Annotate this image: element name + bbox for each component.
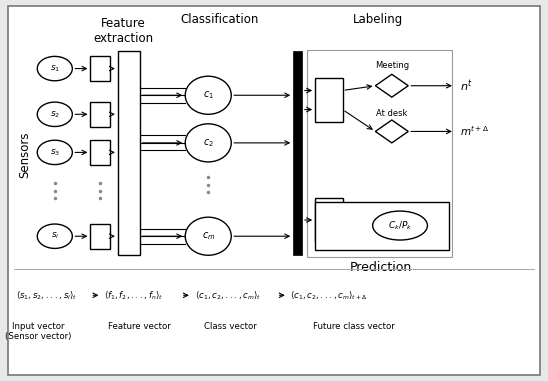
- Text: $c_2$: $c_2$: [203, 137, 214, 149]
- Circle shape: [37, 56, 72, 81]
- Text: $s_1$: $s_1$: [50, 63, 60, 74]
- Bar: [307, 50, 452, 257]
- Polygon shape: [375, 120, 408, 143]
- Circle shape: [37, 102, 72, 126]
- Bar: [293, 51, 302, 255]
- Bar: [90, 140, 110, 165]
- Bar: [90, 102, 110, 126]
- Text: $c_m$: $c_m$: [202, 231, 215, 242]
- Bar: [315, 202, 449, 250]
- Text: $s_l$: $s_l$: [50, 231, 59, 242]
- Bar: [315, 78, 342, 122]
- Bar: [315, 198, 342, 242]
- Text: $m^{t+\Delta}$: $m^{t+\Delta}$: [460, 125, 489, 138]
- Text: $\langle f_1, f_2, ..., f_n\rangle_t$: $\langle f_1, f_2, ..., f_n\rangle_t$: [104, 289, 163, 301]
- Ellipse shape: [185, 217, 231, 255]
- Text: At desk: At desk: [376, 109, 408, 118]
- Text: Feature
extraction: Feature extraction: [93, 17, 153, 45]
- Text: $c_1$: $c_1$: [203, 90, 214, 101]
- Text: Sensors: Sensors: [18, 131, 31, 178]
- Ellipse shape: [185, 124, 231, 162]
- Text: $C_k/P_k$: $C_k/P_k$: [388, 219, 412, 232]
- Text: $s_2$: $s_2$: [50, 109, 60, 120]
- Circle shape: [37, 140, 72, 165]
- Bar: [118, 51, 140, 255]
- Text: Class vector: Class vector: [204, 322, 256, 331]
- Bar: [90, 224, 110, 248]
- Text: Prediction: Prediction: [350, 261, 412, 274]
- Circle shape: [37, 224, 72, 248]
- Text: Labeling: Labeling: [353, 13, 403, 26]
- Text: Future class vector: Future class vector: [312, 322, 395, 331]
- Text: $n^t$: $n^t$: [460, 78, 473, 93]
- Ellipse shape: [185, 76, 231, 114]
- Text: Meeting: Meeting: [375, 61, 409, 70]
- Text: Classification: Classification: [180, 13, 259, 26]
- FancyBboxPatch shape: [8, 6, 540, 375]
- Bar: [90, 56, 110, 81]
- Polygon shape: [375, 74, 408, 97]
- Text: Input vector
(Sensor vector): Input vector (Sensor vector): [5, 322, 72, 341]
- Text: $\langle c_1, c_2, ..., c_m\rangle_{t+\Delta}$: $\langle c_1, c_2, ..., c_m\rangle_{t+\D…: [290, 289, 368, 301]
- Text: $\langle s_1, s_2, ..., s_l\rangle_t$: $\langle s_1, s_2, ..., s_l\rangle_t$: [16, 289, 78, 301]
- Text: Feature vector: Feature vector: [109, 322, 171, 331]
- Ellipse shape: [373, 211, 427, 240]
- Text: $s_3$: $s_3$: [50, 147, 60, 158]
- Text: $\langle c_1, c_2, ..., c_m\rangle_t$: $\langle c_1, c_2, ..., c_m\rangle_t$: [195, 289, 261, 301]
